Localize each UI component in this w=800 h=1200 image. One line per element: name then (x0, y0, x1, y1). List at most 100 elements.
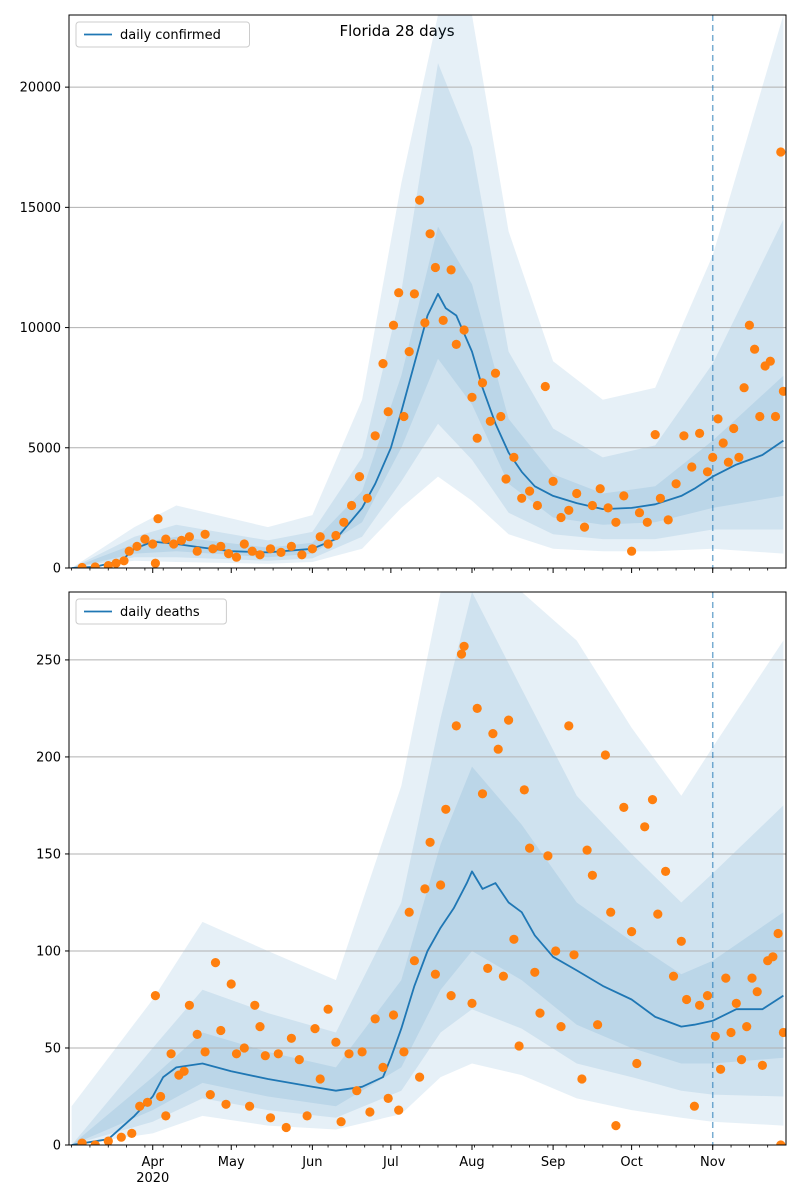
y-tick-label: 150 (36, 847, 61, 862)
observed-point (103, 1136, 113, 1145)
observed-point (603, 503, 613, 513)
x-tick-label: Jul (382, 1155, 399, 1170)
observed-point (161, 534, 171, 544)
observed-point (281, 1122, 291, 1133)
observed-point (750, 344, 760, 354)
x-tick-label: May (218, 1155, 245, 1170)
observed-point (579, 522, 590, 532)
legend-label: daily deaths (120, 605, 200, 620)
observed-point (504, 715, 514, 725)
x-year-label: 2020 (136, 1171, 169, 1186)
model-mean-line (71, 870, 784, 1145)
observed-point (459, 641, 469, 651)
observed-point (525, 843, 535, 853)
x-tick-label: Sep (541, 1155, 566, 1170)
observed-point (640, 822, 650, 832)
observed-point (540, 381, 550, 392)
observed-point (600, 750, 611, 760)
confirmed-panel: 0 5000 10000 15000 20000 daily confirmed (20, 14, 787, 577)
uncertainty-band-inner (71, 766, 784, 1145)
observed-point (205, 1090, 215, 1100)
observed-point (231, 1049, 242, 1059)
observed-point (221, 1099, 231, 1109)
observed-point (420, 884, 430, 894)
observed-point (488, 729, 498, 739)
observed-point (456, 649, 467, 659)
observed-point (307, 544, 317, 554)
observed-point (671, 479, 681, 489)
observed-point (695, 428, 705, 438)
observed-point (451, 339, 461, 349)
observed-point (135, 1101, 145, 1111)
axes-frame (68, 591, 787, 1146)
observed-point (297, 550, 307, 560)
observed-point (451, 721, 461, 731)
y-tick-label: 100 (36, 944, 61, 959)
observed-point (150, 558, 160, 568)
observed-point (611, 517, 621, 527)
observed-point (702, 991, 713, 1001)
observed-point (310, 1024, 320, 1034)
observed-point (116, 1132, 126, 1142)
observed-point (399, 1047, 409, 1057)
observed-point (200, 529, 210, 539)
observed-point (430, 262, 440, 273)
observed-point (634, 508, 645, 518)
observed-point (286, 541, 296, 552)
observed-point (103, 561, 113, 568)
observed-point (752, 987, 762, 997)
observed-point (778, 386, 786, 396)
legend-label: daily confirmed (120, 28, 221, 43)
observed-point (477, 378, 488, 388)
observed-point (255, 1022, 265, 1032)
observed-point (755, 411, 765, 422)
observed-point (776, 147, 786, 157)
observed-point (647, 795, 658, 805)
observed-point (148, 539, 158, 549)
observed-point (420, 318, 430, 328)
y-tick-label: 15000 (20, 201, 61, 216)
observed-point (687, 462, 697, 472)
observed-point (770, 411, 781, 422)
observed-point (294, 1055, 304, 1065)
observed-point (572, 488, 582, 499)
observed-point (611, 1121, 621, 1131)
observed-point (378, 359, 388, 369)
observed-point (224, 549, 234, 559)
observed-point (595, 484, 605, 494)
observed-point (619, 491, 629, 501)
observed-point (436, 880, 446, 890)
observed-point (619, 802, 629, 813)
observed-point (650, 430, 660, 440)
observed-point (446, 265, 456, 275)
observed-point (286, 1033, 296, 1043)
observed-point (245, 1101, 255, 1111)
observed-point (498, 971, 508, 981)
observed-point (119, 556, 129, 566)
observed-point (642, 517, 652, 527)
observed-point (493, 744, 503, 754)
observed-point (153, 514, 163, 524)
observed-point (161, 1111, 171, 1121)
observed-point (255, 550, 265, 560)
observed-point (179, 1066, 189, 1076)
observed-point (710, 1031, 720, 1041)
observed-point (514, 1041, 524, 1051)
observed-point (388, 1010, 399, 1020)
observed-point (736, 1055, 747, 1065)
observed-point (239, 539, 249, 549)
observed-point (551, 946, 561, 956)
observed-point (535, 1008, 545, 1018)
observed-point (593, 1020, 603, 1030)
observed-point (467, 392, 477, 402)
observed-point (556, 512, 566, 523)
observed-point (344, 1049, 354, 1059)
observed-point (525, 486, 535, 496)
observed-point (532, 500, 543, 511)
observed-point (490, 368, 501, 378)
observed-point (90, 562, 100, 568)
observed-point (731, 998, 741, 1009)
observed-point (564, 505, 574, 515)
y-tick-label: 50 (44, 1041, 61, 1056)
